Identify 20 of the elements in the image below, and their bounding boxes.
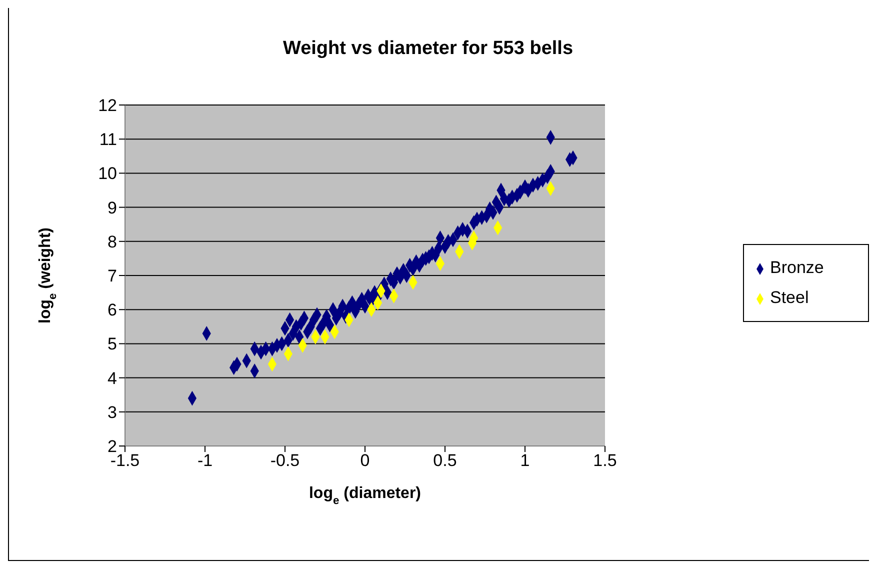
x-tick-label: 0: [360, 451, 370, 470]
y-tick-label: 4: [108, 368, 117, 388]
y-tick-label: 11: [99, 130, 117, 150]
x-tick-label: 0.5: [433, 451, 457, 470]
y-tick-label: 10: [98, 164, 117, 184]
x-tick-label: 1.5: [593, 451, 617, 470]
legend-label: Steel: [770, 288, 809, 307]
y-tick-label: 8: [108, 232, 117, 252]
x-tick-label: -1: [197, 451, 213, 470]
y-tick-label: 6: [108, 300, 117, 320]
y-tick-label: 5: [108, 334, 117, 354]
y-tick-label: 9: [108, 198, 117, 218]
y-tick-label: 12: [98, 96, 117, 116]
x-axis-title: log$_{e}$(diameter): [308, 485, 422, 507]
y-tick-label: 7: [108, 266, 117, 286]
chart-title: Weight vs diameter for 553 bells: [282, 38, 574, 60]
legend-label: Bronze: [770, 258, 824, 277]
x-tick-label: 1: [520, 451, 530, 470]
y-tick-label: 3: [108, 402, 117, 422]
x-tick-label: -0.5: [270, 451, 300, 470]
